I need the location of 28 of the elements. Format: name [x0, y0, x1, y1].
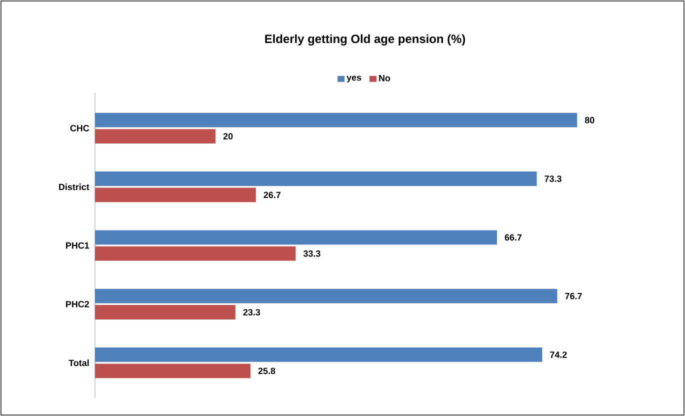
data-label: 26.7	[264, 192, 280, 198]
bar	[95, 112, 578, 128]
bar	[95, 305, 236, 320]
data-label: 23.3	[243, 309, 260, 316]
data-label: 73.3	[544, 176, 562, 182]
bar	[95, 230, 497, 245]
data-label: 20	[223, 133, 233, 140]
y-tick-label: Total	[68, 360, 89, 366]
bar	[95, 288, 558, 304]
bar	[95, 172, 537, 186]
data-label: 66.7	[504, 234, 522, 241]
y-tick-label: District	[59, 184, 90, 190]
data-label: 80	[584, 116, 594, 124]
bar	[95, 364, 250, 378]
y-tick-label: PHC2	[66, 300, 89, 308]
bar	[95, 348, 542, 362]
legend-label: yes	[346, 76, 362, 82]
data-label: 25.8	[258, 368, 276, 374]
bar	[95, 129, 216, 144]
data-label: 76.7	[565, 292, 582, 300]
chart-title: Elderly getting Old age pension (%)	[265, 34, 466, 46]
y-tick-label: CHC	[70, 125, 90, 132]
y-tick-label: PHC1	[66, 242, 90, 249]
data-label: 74.2	[550, 352, 567, 358]
bar	[95, 246, 296, 261]
bar	[95, 188, 256, 202]
legend-label: No	[379, 75, 390, 82]
data-label: 33.3	[303, 250, 320, 257]
